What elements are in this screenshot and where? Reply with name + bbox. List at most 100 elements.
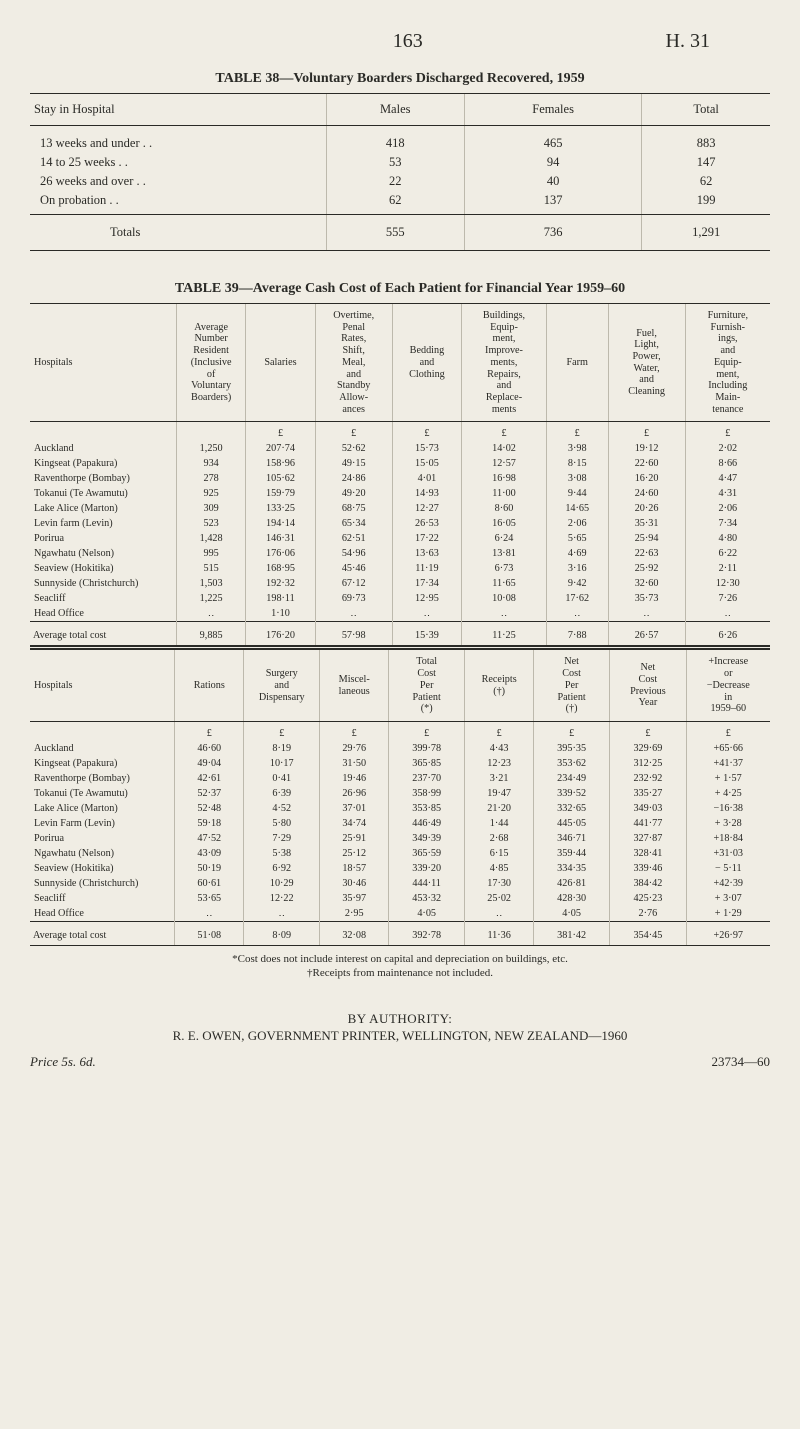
- table39-cell: 146·31: [246, 531, 315, 546]
- table39-hospital: Levin Farm (Levin): [30, 816, 175, 831]
- table39-cell: 2·11: [685, 561, 770, 576]
- table39-cell: 13·81: [462, 546, 547, 561]
- table39-col-header: AverageNumberResident(InclusiveofVolunta…: [176, 304, 245, 422]
- footer-code: 23734—60: [712, 1054, 771, 1070]
- pound-symbol: £: [175, 722, 244, 742]
- pound-symbol: £: [320, 722, 389, 742]
- table39-cell: 339·52: [533, 786, 609, 801]
- table39-cell: 49·04: [175, 756, 244, 771]
- table39-row: Head Office‥1·10‥‥‥‥‥‥: [30, 606, 770, 622]
- table39-hospital: Porirua: [30, 831, 175, 846]
- table39-cell: 21·20: [465, 801, 534, 816]
- table39-cell: 12·27: [392, 501, 461, 516]
- table39-col-header: Receipts(†): [465, 650, 534, 722]
- table38-males: 22: [326, 172, 464, 191]
- table39-cell: 6·15: [465, 846, 534, 861]
- table39-cell: 159·79: [246, 486, 315, 501]
- table39-cell: 30·46: [320, 876, 389, 891]
- table39-cell: 12·95: [392, 591, 461, 606]
- table39-cell: 1,225: [176, 591, 245, 606]
- table39-col-header: NetCostPerPatient(†): [533, 650, 609, 722]
- table39-row: Porirua47·527·2925·91349·392·68346·71327…: [30, 831, 770, 846]
- pound-symbol: £: [315, 422, 392, 442]
- table39-cell: 17·22: [392, 531, 461, 546]
- table39-average-cell: 176·20: [246, 622, 315, 646]
- table39-cell: 52·62: [315, 441, 392, 456]
- table39-cell: 25·91: [320, 831, 389, 846]
- table39-cell: 13·63: [392, 546, 461, 561]
- table39-pound-row: ££££££££: [30, 722, 770, 742]
- table39-cell: 328·41: [610, 846, 686, 861]
- table39-cell: 278: [176, 471, 245, 486]
- table38-stay: 14 to 25 weeks . .: [30, 153, 326, 172]
- table39-cell: +41·37: [686, 756, 770, 771]
- table39-row: Lake Alice (Marton)52·484·5237·01353·852…: [30, 801, 770, 816]
- authority-block: BY AUTHORITY: R. E. OWEN, GOVERNMENT PRI…: [30, 1011, 770, 1045]
- table39-cell: 65·34: [315, 516, 392, 531]
- table39-hospital: Auckland: [30, 441, 176, 456]
- table39-cell: 49·15: [315, 456, 392, 471]
- table38-row: 14 to 25 weeks . .5394147: [30, 153, 770, 172]
- table39-cell: 4·85: [465, 861, 534, 876]
- table38-total: 199: [642, 191, 770, 210]
- table39-bottom-header-row: HospitalsRationsSurgeryandDispensaryMisc…: [30, 650, 770, 722]
- table39-hospital: Porirua: [30, 531, 176, 546]
- table39-average-cell: 7·88: [546, 622, 608, 646]
- table39-col-header: Buildings,Equip-ment,Improve-ments,Repai…: [462, 304, 547, 422]
- pound-symbol: £: [546, 422, 608, 442]
- table39-average-cell: 57·98: [315, 622, 392, 646]
- table39-cell: 53·65: [175, 891, 244, 906]
- table39-average-cell: 8·09: [244, 922, 320, 946]
- table39-hospital: Head Office: [30, 606, 176, 622]
- table39-cell: 25·02: [465, 891, 534, 906]
- table39-cell: 6·22: [685, 546, 770, 561]
- table39-cell: 12·57: [462, 456, 547, 471]
- table39-cell: 365·85: [389, 756, 465, 771]
- table39-row: Auckland1,250207·7452·6215·7314·023·9819…: [30, 441, 770, 456]
- table39-average-cell: 32·08: [320, 922, 389, 946]
- table39-cell: 2·76: [610, 906, 686, 922]
- table39-cell: 32·60: [608, 576, 685, 591]
- table39-cell: 4·47: [685, 471, 770, 486]
- table39-cell: 12·23: [465, 756, 534, 771]
- table39-average-cell: 51·08: [175, 922, 244, 946]
- table39-hospital: Ngawhatu (Nelson): [30, 546, 176, 561]
- table39-cell: 232·92: [610, 771, 686, 786]
- table39-hospital: Seaview (Hokitika): [30, 861, 175, 876]
- table39-cell: 2·02: [685, 441, 770, 456]
- table39-cell: 523: [176, 516, 245, 531]
- table39-cell: 19·12: [608, 441, 685, 456]
- table39-cell: ‥: [175, 906, 244, 922]
- table39-average-cell: 6·26: [685, 622, 770, 646]
- table39-row: Porirua1,428146·3162·5117·226·245·6525·9…: [30, 531, 770, 546]
- table39-cell: 60·61: [175, 876, 244, 891]
- table38-totals-females: 736: [464, 215, 641, 251]
- table39-cell: 1,428: [176, 531, 245, 546]
- table39-cell: 50·19: [175, 861, 244, 876]
- table39-row: Ngawhatu (Nelson)43·095·3825·12365·596·1…: [30, 846, 770, 861]
- table39-cell: 62·51: [315, 531, 392, 546]
- table39-row: Levin farm (Levin)523194·1465·3426·5316·…: [30, 516, 770, 531]
- table39-cell: 1,250: [176, 441, 245, 456]
- table39-col-header: NetCostPreviousYear: [610, 650, 686, 722]
- table39-col-header: Salaries: [246, 304, 315, 422]
- table39-cell: 1·44: [465, 816, 534, 831]
- table39-cell: 37·01: [320, 801, 389, 816]
- table38-totals-label: Totals: [30, 215, 326, 251]
- table39-cell: 19·46: [320, 771, 389, 786]
- table39-cell: 22·63: [608, 546, 685, 561]
- table39-cell: 353·62: [533, 756, 609, 771]
- table39-cell: 4·69: [546, 546, 608, 561]
- table39-hospital: Auckland: [30, 741, 175, 756]
- table39-hospital: Seaview (Hokitika): [30, 561, 176, 576]
- table39-cell: 14·02: [462, 441, 547, 456]
- pound-symbol: £: [533, 722, 609, 742]
- table39-cell: 1,503: [176, 576, 245, 591]
- table39-row: Lake Alice (Marton)309133·2568·7512·278·…: [30, 501, 770, 516]
- table38-total: 883: [642, 126, 770, 154]
- table39-cell: 349·03: [610, 801, 686, 816]
- table39-cell: 428·30: [533, 891, 609, 906]
- table39-cell: ‥: [546, 606, 608, 622]
- table38-males: 418: [326, 126, 464, 154]
- table39-cell: 49·20: [315, 486, 392, 501]
